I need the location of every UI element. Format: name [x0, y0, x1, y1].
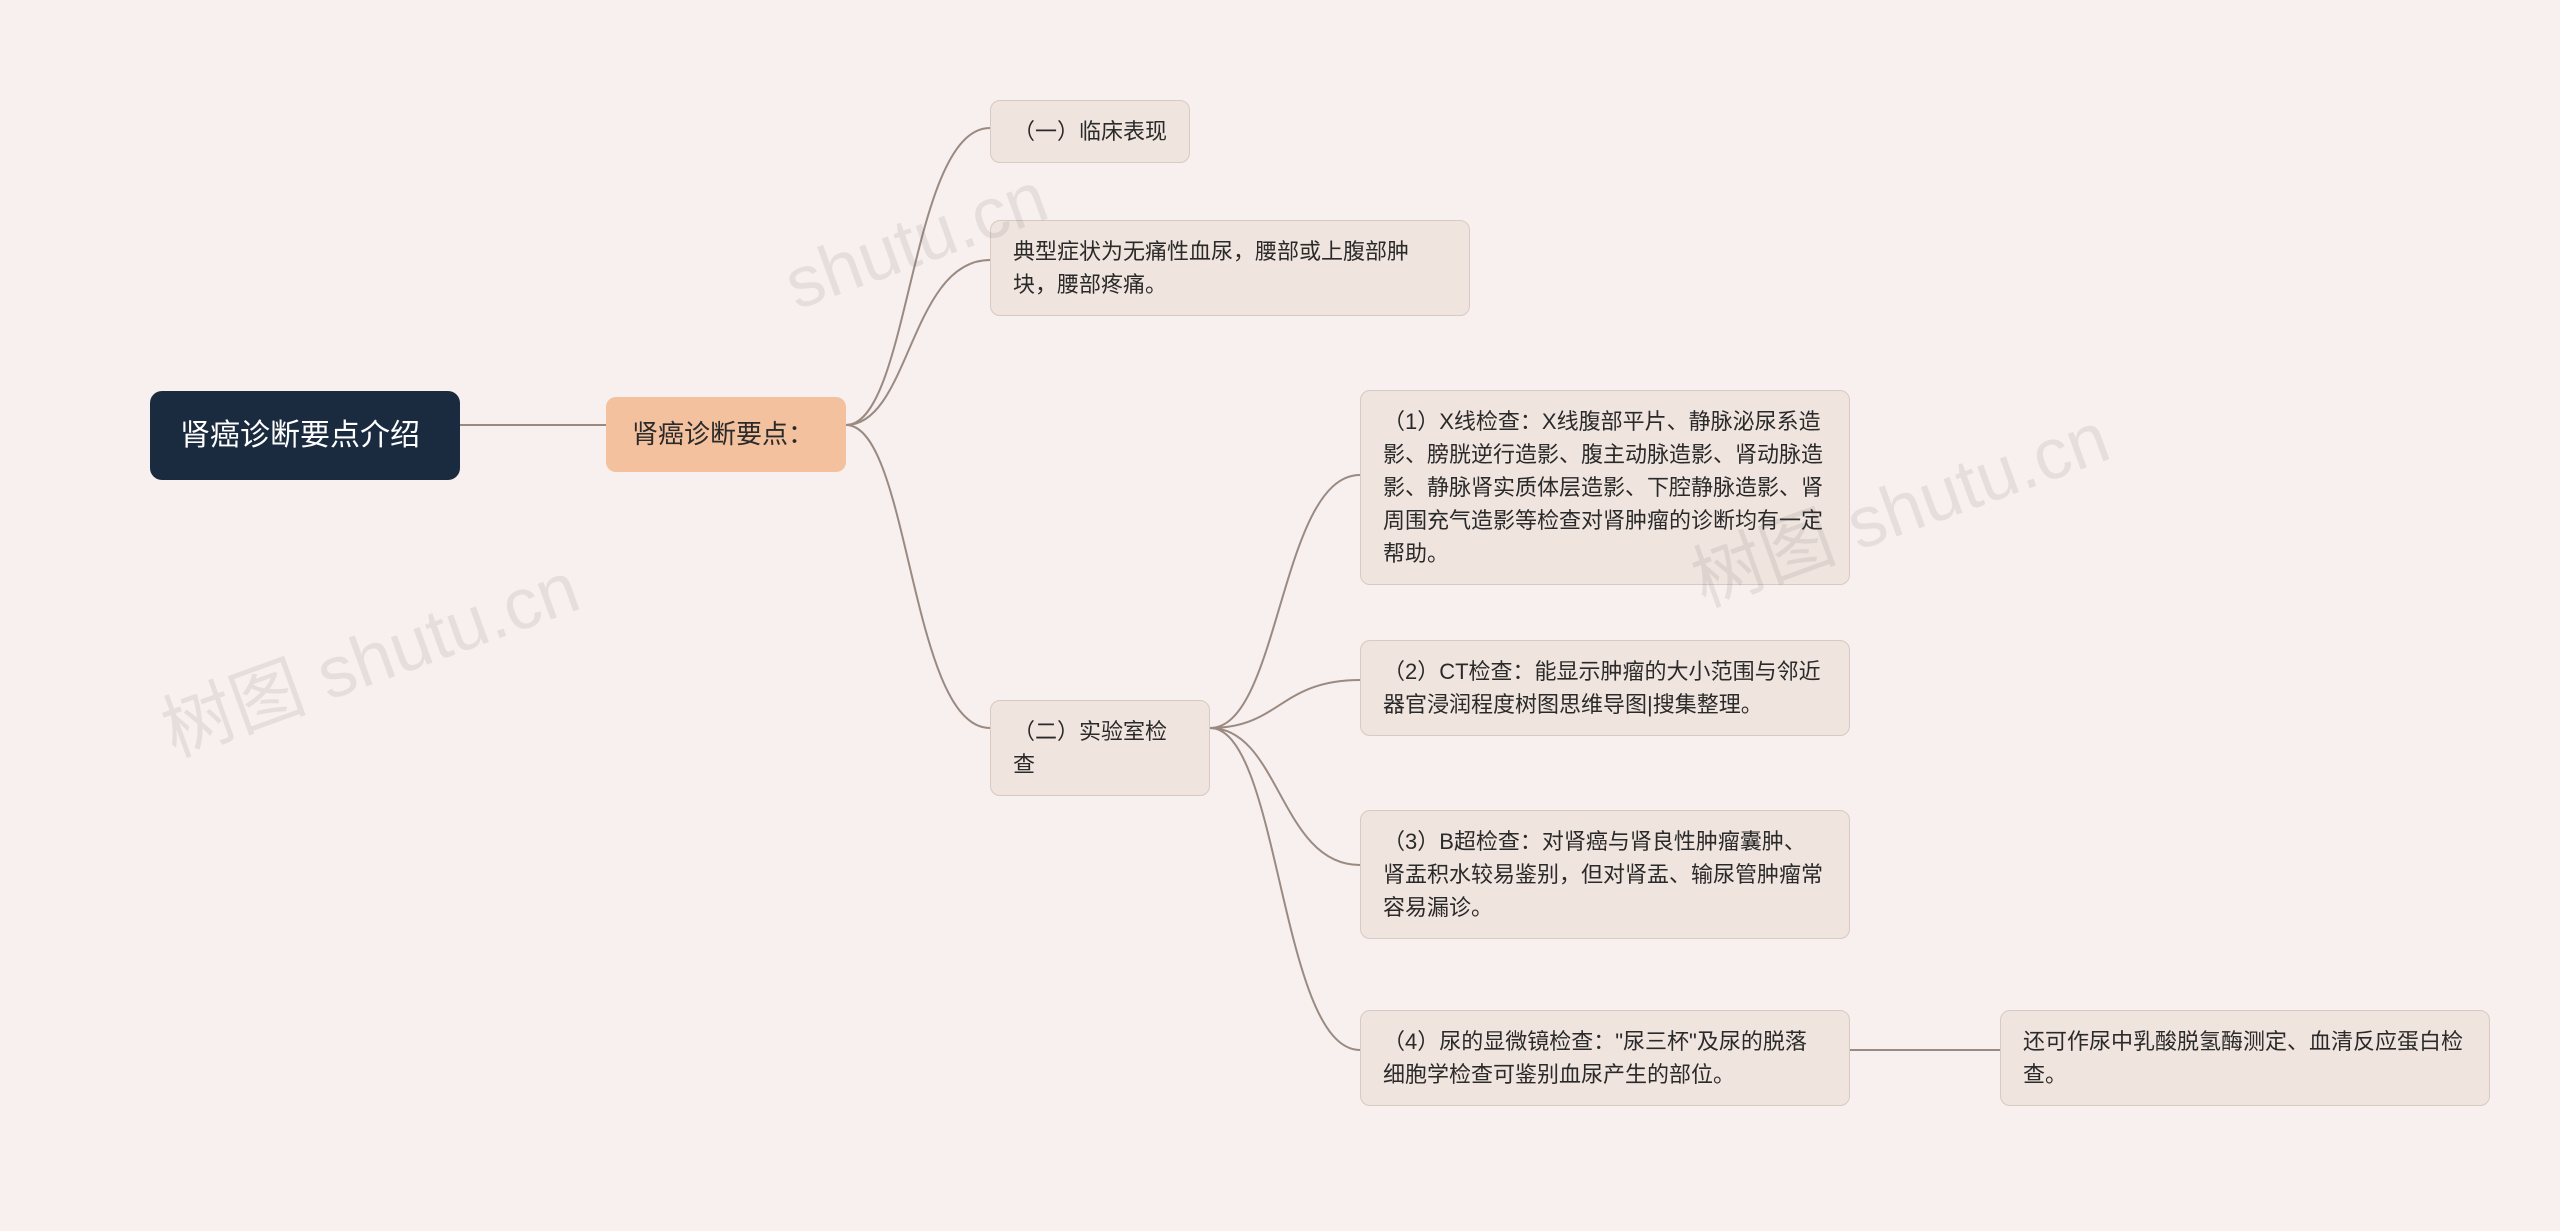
mindmap-node-clinical[interactable]: （一）临床表现 — [990, 100, 1190, 163]
mindmap-node-urine[interactable]: （4）尿的显微镜检查："尿三杯"及尿的脱落细胞学检查可鉴别血尿产生的部位。 — [1360, 1010, 1850, 1106]
node-label: 还可作尿中乳酸脱氢酶测定、血清反应蛋白检查。 — [2023, 1029, 2463, 1087]
root-label: 肾癌诊断要点介绍 — [180, 419, 420, 452]
mindmap-node-ct[interactable]: （2）CT检查：能显示肿瘤的大小范围与邻近器官浸润程度树图思维导图|搜集整理。 — [1360, 640, 1850, 736]
mindmap-node-xray[interactable]: （1）X线检查：X线腹部平片、静脉泌尿系造影、膀胱逆行造影、腹主动脉造影、肾动脉… — [1360, 390, 1850, 585]
mindmap-root[interactable]: 肾癌诊断要点介绍 — [150, 391, 460, 480]
node-label: （一）临床表现 — [1013, 119, 1167, 144]
mindmap-node-lab[interactable]: （二）实验室检查 — [990, 700, 1210, 796]
node-label: （1）X线检查：X线腹部平片、静脉泌尿系造影、膀胱逆行造影、腹主动脉造影、肾动脉… — [1383, 409, 1823, 566]
mindmap-node-level1[interactable]: 肾癌诊断要点： — [606, 397, 846, 472]
watermark: 树图 shutu.cn — [145, 529, 591, 777]
node-label: （二）实验室检查 — [1013, 719, 1167, 777]
mindmap-node-bscan[interactable]: （3）B超检查：对肾癌与肾良性肿瘤囊肿、肾盂积水较易鉴别，但对肾盂、输尿管肿瘤常… — [1360, 810, 1850, 939]
mindmap-node-urine-extra[interactable]: 还可作尿中乳酸脱氢酶测定、血清反应蛋白检查。 — [2000, 1010, 2490, 1106]
mindmap-node-symptom[interactable]: 典型症状为无痛性血尿，腰部或上腹部肿块，腰部疼痛。 — [990, 220, 1470, 316]
node-label: 典型症状为无痛性血尿，腰部或上腹部肿块，腰部疼痛。 — [1013, 239, 1409, 297]
node-label: （4）尿的显微镜检查："尿三杯"及尿的脱落细胞学检查可鉴别血尿产生的部位。 — [1383, 1029, 1807, 1087]
node-label: （2）CT检查：能显示肿瘤的大小范围与邻近器官浸润程度树图思维导图|搜集整理。 — [1383, 659, 1821, 717]
node-label: （3）B超检查：对肾癌与肾良性肿瘤囊肿、肾盂积水较易鉴别，但对肾盂、输尿管肿瘤常… — [1383, 829, 1823, 920]
node-label: 肾癌诊断要点： — [632, 419, 814, 449]
